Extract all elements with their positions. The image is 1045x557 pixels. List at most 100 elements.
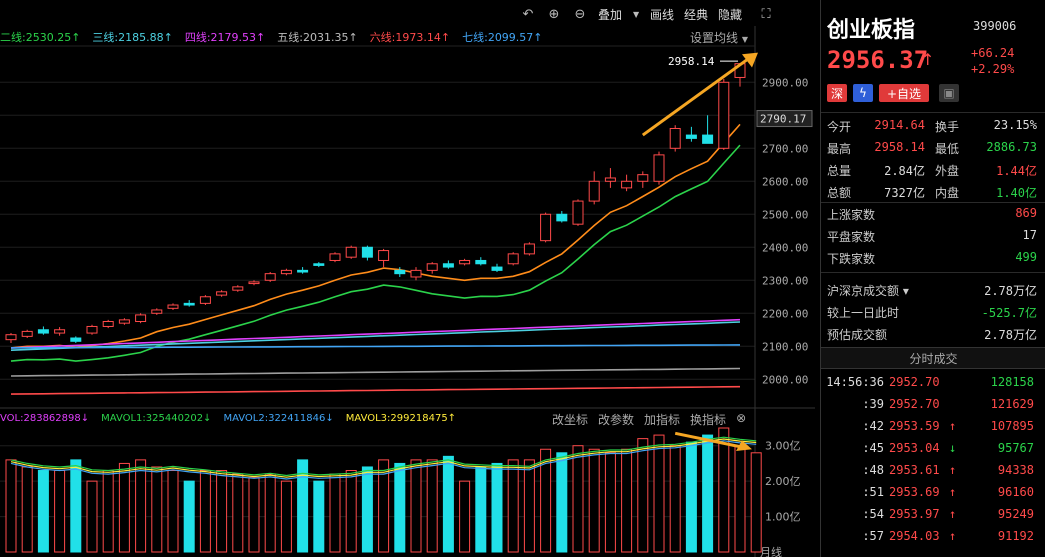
kline-chart-area[interactable]: 2900.002800.002700.002600.002500.002400.… <box>0 0 815 557</box>
candle-body[interactable] <box>86 325 98 334</box>
trade-row[interactable]: :57 2954.03 ↑ 91192 <box>821 526 1045 548</box>
volume-bar <box>378 459 390 553</box>
candle-body[interactable] <box>442 263 454 268</box>
trade-price: 2953.97 <box>889 507 940 521</box>
candle-body[interactable] <box>604 177 616 182</box>
candle-body[interactable] <box>491 266 503 271</box>
price-tick-label: 2400.00 <box>762 241 808 254</box>
candle-body[interactable] <box>37 329 49 334</box>
trend-arrow-icon <box>742 52 758 68</box>
volume-bar <box>264 473 276 553</box>
set-ma-button[interactable]: 设置均线 ▼ <box>690 29 748 46</box>
period-label[interactable]: 月线 <box>760 545 782 557</box>
volume-legend-item: VOL:283862898↓ <box>0 413 90 424</box>
trade-row[interactable]: :54 2953.97 ↑ 95249 <box>821 504 1045 526</box>
candle-body[interactable] <box>556 213 568 222</box>
trade-row[interactable]: :42 2953.59 ↑ 107895 <box>821 416 1045 438</box>
chevron-down-icon[interactable]: ▼ <box>632 9 640 19</box>
lightning-icon[interactable]: ϟ <box>853 84 873 102</box>
close-icon[interactable]: ⊗ <box>736 411 747 425</box>
hide-button[interactable]: 隐藏 <box>718 7 743 22</box>
volume-tool-button[interactable]: 改参数 <box>598 413 635 427</box>
price-tick-label: 2500.00 <box>762 208 808 221</box>
candle-body[interactable] <box>183 302 195 306</box>
candle-body[interactable] <box>167 304 179 309</box>
draw-line-button[interactable]: 画线 <box>650 7 675 22</box>
trades-title[interactable]: 分时成交 <box>821 347 1045 369</box>
zoom-in-icon[interactable]: ⊕ <box>548 6 560 22</box>
candle-body[interactable] <box>702 134 714 144</box>
candle-body[interactable] <box>264 273 276 281</box>
trade-row[interactable]: :51 2953.69 ↑ 96160 <box>821 482 1045 504</box>
price-tick-label: 2200.00 <box>762 307 808 320</box>
volume-tool-button[interactable]: 换指标 <box>690 413 727 427</box>
candle-body[interactable] <box>313 263 325 266</box>
ma-line-red <box>10 385 741 395</box>
candle-body[interactable] <box>21 330 33 337</box>
candle-body[interactable] <box>378 250 390 261</box>
volume-tool-button[interactable]: 加指标 <box>644 413 681 427</box>
quote-label: 换手 <box>935 120 960 134</box>
candle-body[interactable] <box>507 253 519 265</box>
candle-body[interactable] <box>135 314 147 323</box>
candle-body[interactable] <box>118 319 130 324</box>
candle-body[interactable] <box>54 329 66 334</box>
change-value: +66.24 <box>971 46 1015 60</box>
candle-body[interactable] <box>5 334 17 341</box>
undo-icon[interactable]: ↶ <box>522 6 534 22</box>
candle-body[interactable] <box>70 337 82 342</box>
quote-value: 7327亿 <box>884 186 925 200</box>
candle-body[interactable] <box>523 243 535 255</box>
shenzhen-tag[interactable]: 深 <box>827 84 847 102</box>
kline-chart[interactable]: 2900.002800.002700.002600.002500.002400.… <box>0 0 815 557</box>
volume-bar <box>248 477 260 553</box>
volume-bar <box>523 459 535 553</box>
candle-body[interactable] <box>459 259 471 265</box>
candle-body[interactable] <box>540 213 552 242</box>
candle-body[interactable] <box>232 286 244 291</box>
lock-icon[interactable]: ▣ <box>939 84 959 102</box>
divider <box>821 272 1045 273</box>
zoom-out-icon[interactable]: ⊖ <box>574 6 586 22</box>
candle-body[interactable] <box>410 269 422 278</box>
candle-body[interactable] <box>329 253 341 261</box>
volume-bar <box>86 480 98 553</box>
candle-body[interactable] <box>426 263 438 271</box>
trade-row[interactable]: 14:56:36 2952.70 128158 <box>821 372 1045 394</box>
candle-body[interactable] <box>588 180 600 202</box>
ma-legend-item: 七线:2099.57↑ <box>462 31 543 44</box>
trade-time: :45 <box>862 441 884 455</box>
candle-body[interactable] <box>685 134 697 139</box>
candle-body[interactable] <box>151 309 163 314</box>
trade-row[interactable]: :48 2953.61 ↑ 94338 <box>821 460 1045 482</box>
candle-body[interactable] <box>621 180 633 189</box>
fullscreen-icon[interactable]: ⛶ <box>761 6 771 22</box>
candle-body[interactable] <box>572 200 584 225</box>
classic-button[interactable]: 经典 <box>684 7 709 22</box>
candle-body[interactable] <box>345 246 357 258</box>
candle-body[interactable] <box>102 321 114 327</box>
volume-tool-button[interactable]: 改坐标 <box>552 413 589 427</box>
candle-body[interactable] <box>475 259 487 265</box>
ma-legend-item: 五线:2031.35↑ <box>277 31 358 44</box>
trade-arrow-icon: ↑ <box>949 529 957 543</box>
candle-body[interactable] <box>280 269 292 275</box>
candle-body[interactable] <box>653 154 665 182</box>
candle-body[interactable] <box>718 81 730 149</box>
candle-body[interactable] <box>361 246 373 258</box>
candle-body[interactable] <box>394 269 406 275</box>
candle-body[interactable] <box>669 127 681 149</box>
candle-body[interactable] <box>297 269 309 273</box>
candle-body[interactable] <box>199 296 211 304</box>
price-tick-label: 2000.00 <box>762 373 808 386</box>
overlay-button[interactable]: 叠加 <box>598 7 623 22</box>
add-watchlist-button[interactable]: +自选 <box>879 84 929 102</box>
candle-body[interactable] <box>637 174 649 182</box>
candle-body[interactable] <box>248 281 260 285</box>
price-tick-label: 2600.00 <box>762 175 808 188</box>
volume-bar <box>37 470 49 553</box>
ma-line-blue <box>10 344 741 349</box>
trade-row[interactable]: :45 2953.04 ↓ 95767 <box>821 438 1045 460</box>
trade-row[interactable]: :39 2952.70 121629 <box>821 394 1045 416</box>
candle-body[interactable] <box>216 291 228 296</box>
